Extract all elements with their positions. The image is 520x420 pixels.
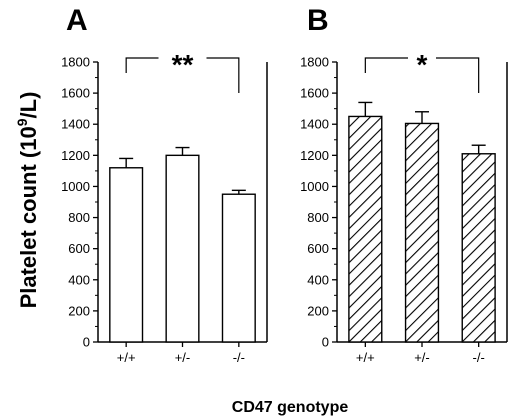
x-tick-label: +/+ [356, 350, 375, 365]
y-tick-label: 800 [68, 210, 90, 225]
y-tick-label: 400 [68, 272, 90, 287]
y-tick-label: 400 [307, 272, 329, 287]
x-tick-label: -/- [473, 350, 485, 365]
y-tick-label: 1000 [300, 179, 329, 194]
y-axis-title: Platelet count (109/L) [14, 92, 41, 309]
y-tick-label: 200 [307, 303, 329, 318]
bar [461, 153, 496, 343]
bar [165, 154, 200, 343]
significance-label: ** [172, 49, 194, 80]
y-axis-title-superscript: 9 [14, 118, 30, 126]
y-tick-label: 1400 [300, 117, 329, 132]
y-tick-label: 0 [322, 335, 329, 350]
y-tick-label: 600 [307, 241, 329, 256]
bar [221, 193, 256, 343]
y-tick-label: 1800 [300, 55, 329, 70]
significance-bracket [364, 57, 480, 93]
panel-a: A 0 200 400 600 800 1000 1200 1400 1600 1800 +/+ +/-… [61, 4, 268, 365]
y-tick-label: 1200 [300, 148, 329, 163]
y-tick-label: 800 [307, 210, 329, 225]
y-tick-label: 0 [83, 335, 90, 350]
panel-letter: B [307, 4, 329, 37]
panel-b: B 0 200 400 600 800 1000 1200 1400 1600 1800 +/+ +/-… [300, 4, 508, 365]
x-tick-label: -/- [233, 350, 245, 365]
bar [348, 115, 383, 343]
y-tick-label: 200 [68, 303, 90, 318]
y-tick-label: 1600 [61, 86, 90, 101]
bar [109, 167, 144, 343]
y-tick-label: 1200 [61, 148, 90, 163]
y-tick-label: 1000 [61, 179, 90, 194]
significance-label: * [417, 49, 428, 80]
x-axis-title: CD47 genotype [232, 399, 349, 416]
x-tick-label: +/- [175, 350, 191, 365]
x-tick-label: +/- [414, 350, 430, 365]
y-axis-title-main: Platelet count (10 [16, 126, 41, 308]
y-tick-label: 1600 [300, 86, 329, 101]
panel-letter: A [66, 4, 88, 37]
y-tick-label: 1800 [61, 55, 90, 70]
significance-bracket [125, 57, 240, 93]
bar [404, 122, 440, 343]
y-axis-title-end: /L) [16, 92, 41, 119]
y-tick-label: 600 [68, 241, 90, 256]
y-tick-label: 1400 [61, 117, 90, 132]
x-tick-label: +/+ [117, 350, 136, 365]
